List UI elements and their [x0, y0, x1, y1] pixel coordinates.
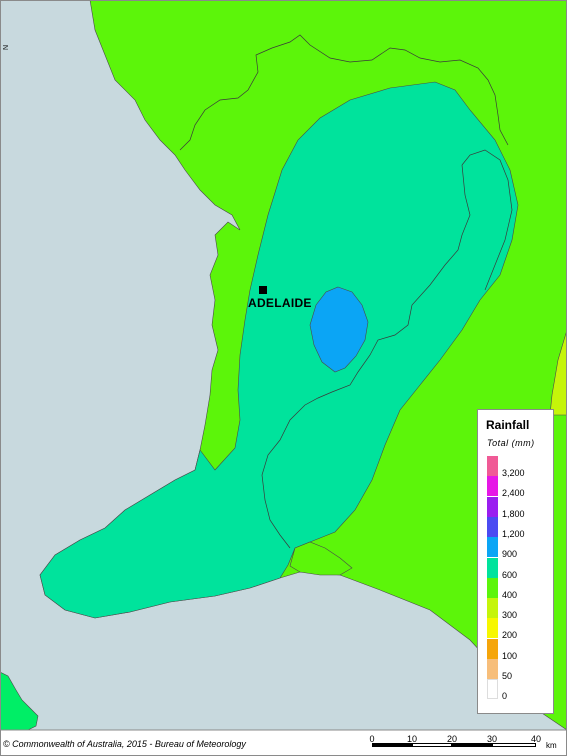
legend-swatch [487, 456, 498, 476]
legend-label: 100 [502, 650, 518, 661]
legend-label: 1,200 [502, 528, 525, 539]
district-boundary [261, 164, 471, 549]
scale-segment [492, 743, 536, 747]
scale-tick-label: 0 [369, 734, 375, 744]
rainfall-legend: Rainfall Total (mm) 3,200 2,400 1,800 1,200… [477, 409, 554, 714]
scale-unit: km [546, 741, 557, 750]
land-300-strip [549, 329, 567, 416]
scale-tick-label: 20 [446, 734, 458, 744]
scale-tick-label: 30 [486, 734, 498, 744]
legend-item: 200 [487, 618, 551, 641]
legend-label: 0 [502, 691, 508, 702]
scale-tick-label: 40 [530, 734, 542, 744]
legend-label: 2,400 [502, 488, 525, 499]
legend-item: 600 [487, 557, 551, 580]
legend-swatch [487, 618, 498, 639]
scale-segment [372, 743, 412, 747]
legend-item: 900 [487, 537, 551, 560]
legend-subtitle: Total (mm) [487, 438, 535, 448]
copyright-notice: © Commonwealth of Australia, 2015 - Bure… [3, 739, 246, 749]
scale-segment [452, 743, 492, 747]
legend-item: 2,400 [487, 476, 551, 499]
legend-swatch [487, 537, 498, 558]
legend-label: 900 [502, 549, 518, 560]
legend-swatch [487, 476, 498, 497]
land-900-patch [309, 286, 369, 373]
land-600-band [39, 81, 519, 619]
legend-swatch [487, 496, 498, 517]
district-boundary [461, 149, 513, 291]
scale-bar: 0 10 20 30 40 km [369, 734, 560, 754]
legend-label: 300 [502, 610, 518, 621]
legend-swatch [487, 577, 498, 598]
legend-item: 3,200 [487, 456, 551, 478]
land-400-coast-patch [289, 541, 353, 576]
legend-swatch [487, 557, 498, 578]
legend-label: 600 [502, 569, 518, 580]
north-arrow-label: N [3, 44, 11, 51]
legend-label: 200 [502, 630, 518, 641]
scale-segment [412, 743, 452, 747]
legend-item: 0 [487, 679, 551, 702]
legend-label: 1,800 [502, 508, 525, 519]
legend-swatch [487, 659, 498, 679]
legend-item: 100 [487, 638, 551, 661]
legend-swatch [487, 679, 498, 700]
legend-item: 1,800 [487, 496, 551, 519]
district-boundary [179, 34, 509, 151]
legend-label: 50 [502, 671, 513, 681]
legend-swatch [487, 516, 498, 537]
legend-label: 400 [502, 589, 518, 600]
legend-label: 3,200 [502, 468, 525, 478]
legend-item: 50 [487, 659, 551, 681]
legend-title: Rainfall [486, 418, 530, 432]
adelaide-marker [259, 286, 267, 294]
scale-tick-label: 10 [406, 734, 418, 744]
legend-item: 1,200 [487, 516, 551, 539]
legend-swatch [487, 598, 498, 619]
legend-item: 300 [487, 598, 551, 621]
city-label-adelaide: ADELAIDE [248, 296, 312, 310]
legend-swatch [487, 638, 498, 659]
legend-item: 400 [487, 577, 551, 600]
